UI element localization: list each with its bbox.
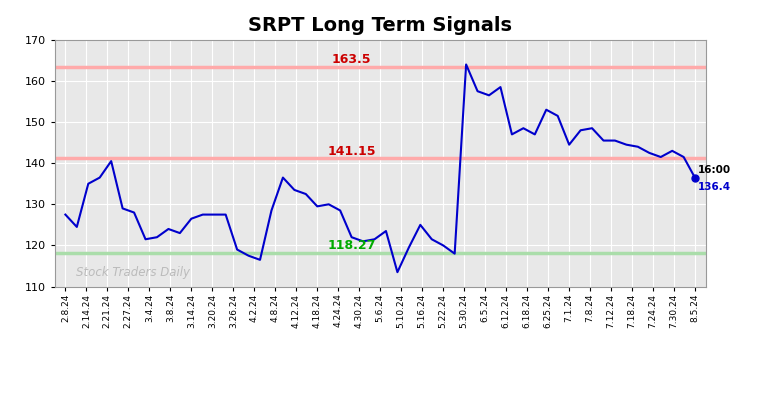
Text: 141.15: 141.15 [328,145,376,158]
Text: Stock Traders Daily: Stock Traders Daily [76,266,190,279]
Text: 118.27: 118.27 [328,239,376,252]
Text: 163.5: 163.5 [332,53,372,66]
Text: 16:00: 16:00 [699,165,731,175]
Text: 136.4: 136.4 [699,182,731,192]
Title: SRPT Long Term Signals: SRPT Long Term Signals [249,16,512,35]
